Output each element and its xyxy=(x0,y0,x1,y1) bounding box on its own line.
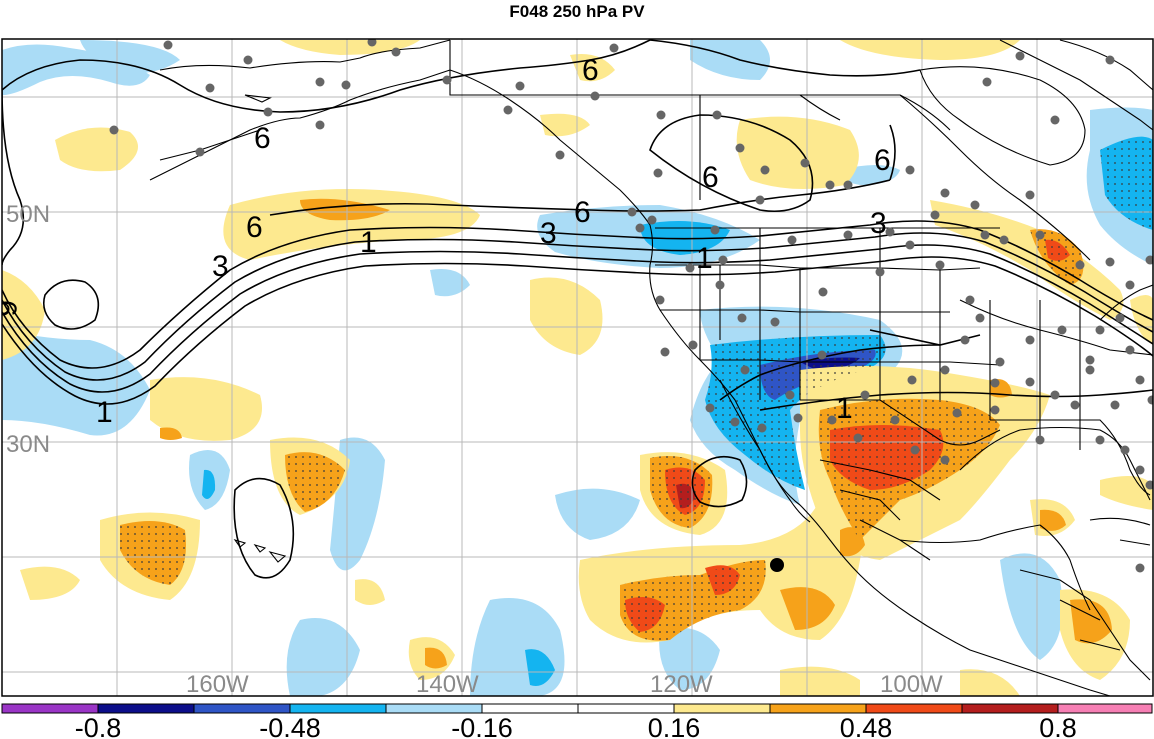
colorbar-tick: 0.16 xyxy=(648,713,701,739)
contour-label: 1 xyxy=(96,396,113,429)
contour-labels: 6 6 6 6 6 6 3 3 3 1 1 1 1 xyxy=(96,54,891,429)
contour-label: 3 xyxy=(870,207,887,240)
colorbar-bin xyxy=(98,704,194,713)
colorbar-tick: 0.8 xyxy=(1039,713,1077,739)
lon-label: 100W xyxy=(880,671,943,698)
contour-label-rotated: 6 xyxy=(0,300,22,317)
contour-label: 1 xyxy=(360,226,377,259)
lat-label: 50N xyxy=(6,201,50,228)
lat-label: 30N xyxy=(6,431,50,458)
coastlines xyxy=(149,39,1153,696)
colorbar-bin xyxy=(674,704,770,713)
colorbar-tick: -0.48 xyxy=(259,713,321,739)
plot-frame xyxy=(1,38,1154,697)
contour-label: 6 xyxy=(254,122,271,155)
colorbar-bin xyxy=(866,704,962,713)
contour-label: 3 xyxy=(540,217,557,250)
contour-label: 6 xyxy=(874,144,891,177)
graticule xyxy=(2,39,1153,696)
colorbar-bin xyxy=(770,704,866,713)
lon-label: 160W xyxy=(186,671,249,698)
pv-shading xyxy=(2,40,1153,696)
contour-label: 6 xyxy=(246,211,263,244)
colorbar: -0.8 -0.48 -0.16 0.16 0.48 0.8 xyxy=(1,703,1153,739)
contour-label: 6 xyxy=(582,54,599,87)
colorbar-bin xyxy=(578,704,674,713)
highlight-marker xyxy=(770,558,784,572)
colorbar-bin xyxy=(2,704,98,713)
colorbar-bin xyxy=(962,704,1058,713)
colorbar-bin xyxy=(1058,704,1152,713)
colorbar-bin xyxy=(386,704,482,713)
colorbar-bin xyxy=(194,704,290,713)
lon-label: 120W xyxy=(650,671,713,698)
colorbar-tick: 0.48 xyxy=(840,713,893,739)
lon-label: 140W xyxy=(416,671,479,698)
colorbar-tick: -0.16 xyxy=(451,713,513,739)
contour-label: 1 xyxy=(836,392,853,425)
colorbar-bin xyxy=(482,704,578,713)
colorbar-tick: -0.8 xyxy=(75,713,122,739)
contour-label: 6 xyxy=(702,161,719,194)
contour-label: 3 xyxy=(212,250,229,283)
contour-label: 6 xyxy=(574,196,591,229)
contour-label: 1 xyxy=(696,242,713,275)
colorbar-bin xyxy=(290,704,386,713)
pv-contours xyxy=(2,39,1153,579)
map-title: F048 250 hPa PV xyxy=(509,2,645,21)
station-markers xyxy=(109,39,1153,573)
